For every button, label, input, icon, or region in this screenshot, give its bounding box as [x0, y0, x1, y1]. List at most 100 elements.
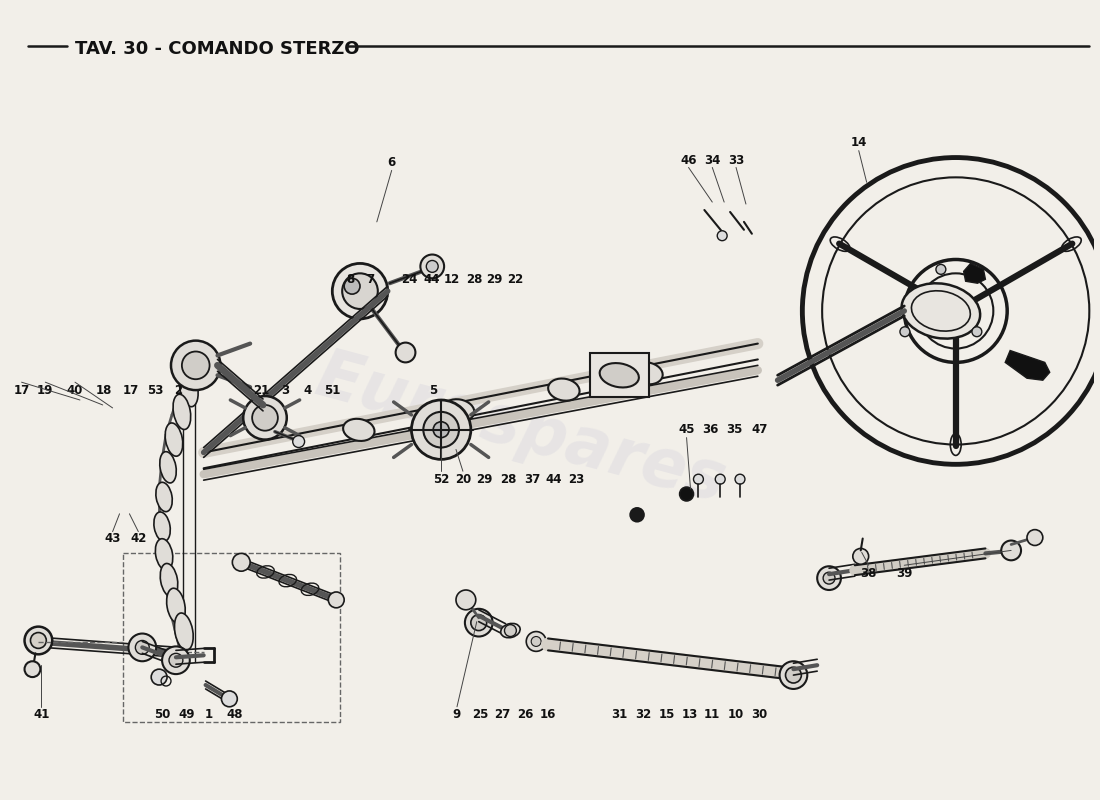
- Text: 22: 22: [507, 273, 524, 286]
- Circle shape: [526, 631, 546, 651]
- Circle shape: [424, 412, 459, 447]
- Ellipse shape: [600, 363, 639, 387]
- Circle shape: [852, 549, 869, 564]
- Ellipse shape: [173, 394, 190, 430]
- Circle shape: [252, 405, 278, 430]
- Ellipse shape: [175, 613, 194, 650]
- Circle shape: [328, 592, 344, 608]
- Ellipse shape: [155, 538, 173, 570]
- Ellipse shape: [548, 378, 580, 401]
- Text: 40: 40: [67, 384, 84, 397]
- Circle shape: [972, 326, 982, 337]
- Circle shape: [221, 691, 238, 706]
- Text: Eurospares: Eurospares: [308, 343, 733, 516]
- Text: 28: 28: [466, 273, 483, 286]
- Circle shape: [411, 400, 471, 459]
- Text: 42: 42: [130, 532, 146, 545]
- Ellipse shape: [161, 563, 178, 597]
- Circle shape: [465, 609, 493, 637]
- Circle shape: [693, 474, 703, 484]
- Circle shape: [427, 261, 438, 272]
- Circle shape: [531, 637, 541, 646]
- Ellipse shape: [165, 423, 183, 456]
- Text: 26: 26: [517, 708, 534, 721]
- Bar: [122, 554, 340, 722]
- Circle shape: [1027, 530, 1043, 546]
- Text: 39: 39: [896, 566, 913, 580]
- Text: 45: 45: [679, 423, 695, 436]
- Text: 37: 37: [524, 473, 540, 486]
- Circle shape: [396, 342, 416, 362]
- Circle shape: [823, 572, 835, 584]
- Circle shape: [162, 646, 190, 674]
- Text: 11: 11: [704, 708, 720, 721]
- Circle shape: [342, 274, 377, 309]
- Ellipse shape: [179, 370, 198, 406]
- Text: 31: 31: [612, 708, 627, 721]
- Text: 17: 17: [13, 384, 30, 397]
- Ellipse shape: [154, 512, 170, 542]
- Circle shape: [785, 667, 802, 683]
- Bar: [590, 354, 649, 397]
- Text: 51: 51: [324, 384, 341, 397]
- Text: 36: 36: [702, 423, 718, 436]
- Text: 19: 19: [37, 384, 54, 397]
- Text: 23: 23: [569, 473, 585, 486]
- Circle shape: [169, 654, 183, 667]
- Text: 33: 33: [728, 154, 745, 167]
- Circle shape: [170, 341, 220, 390]
- Text: 2: 2: [174, 384, 182, 397]
- Circle shape: [630, 508, 644, 522]
- Text: 5: 5: [429, 384, 438, 397]
- Ellipse shape: [500, 623, 520, 638]
- Circle shape: [344, 278, 360, 294]
- Circle shape: [243, 396, 287, 439]
- Text: 35: 35: [726, 423, 742, 436]
- Text: 52: 52: [433, 473, 449, 486]
- Text: 13: 13: [681, 708, 697, 721]
- Text: 34: 34: [704, 154, 720, 167]
- Circle shape: [293, 436, 305, 447]
- Text: 30: 30: [751, 708, 768, 721]
- Text: 9: 9: [453, 708, 461, 721]
- Circle shape: [735, 474, 745, 484]
- Text: 28: 28: [500, 473, 517, 486]
- Ellipse shape: [443, 399, 474, 422]
- Circle shape: [232, 554, 250, 571]
- Circle shape: [182, 351, 210, 379]
- Ellipse shape: [160, 452, 176, 483]
- Text: 44: 44: [424, 273, 440, 286]
- Circle shape: [31, 633, 46, 648]
- Text: 48: 48: [227, 708, 243, 721]
- Text: 21: 21: [253, 384, 270, 397]
- Circle shape: [129, 634, 156, 662]
- Circle shape: [817, 566, 840, 590]
- Circle shape: [780, 662, 807, 689]
- Text: 14: 14: [850, 136, 867, 150]
- Text: 29: 29: [476, 473, 493, 486]
- Text: 47: 47: [751, 423, 768, 436]
- Circle shape: [456, 590, 476, 610]
- Circle shape: [1001, 541, 1021, 560]
- Circle shape: [24, 662, 41, 677]
- Text: 46: 46: [680, 154, 696, 167]
- Text: 3: 3: [280, 384, 289, 397]
- Circle shape: [936, 265, 946, 274]
- Text: 20: 20: [454, 473, 471, 486]
- Circle shape: [332, 263, 387, 319]
- Circle shape: [717, 230, 727, 241]
- Text: 50: 50: [154, 708, 170, 721]
- Ellipse shape: [902, 283, 980, 338]
- Text: 49: 49: [178, 708, 195, 721]
- Text: 53: 53: [147, 384, 163, 397]
- Text: 4: 4: [304, 384, 311, 397]
- Circle shape: [151, 669, 167, 685]
- Ellipse shape: [631, 362, 662, 384]
- Text: 1: 1: [205, 708, 212, 721]
- Ellipse shape: [166, 588, 185, 623]
- Circle shape: [135, 641, 150, 654]
- Text: 27: 27: [494, 708, 510, 721]
- Text: 16: 16: [540, 708, 557, 721]
- Polygon shape: [1005, 350, 1049, 380]
- Text: 25: 25: [473, 708, 488, 721]
